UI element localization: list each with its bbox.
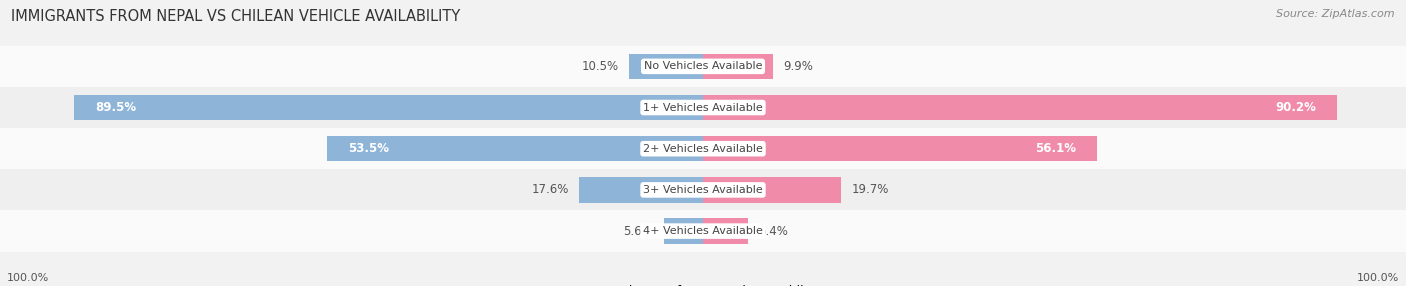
- Bar: [630, 53, 703, 79]
- Bar: [0, 128, 1406, 169]
- Text: 3+ Vehicles Available: 3+ Vehicles Available: [643, 185, 763, 195]
- Bar: [579, 177, 703, 203]
- Text: IMMIGRANTS FROM NEPAL VS CHILEAN VEHICLE AVAILABILITY: IMMIGRANTS FROM NEPAL VS CHILEAN VEHICLE…: [11, 9, 461, 23]
- Text: 90.2%: 90.2%: [1275, 101, 1316, 114]
- Bar: [703, 53, 773, 79]
- Bar: [0, 210, 1406, 252]
- Text: 6.4%: 6.4%: [759, 225, 789, 238]
- Text: 1+ Vehicles Available: 1+ Vehicles Available: [643, 103, 763, 112]
- Text: 2+ Vehicles Available: 2+ Vehicles Available: [643, 144, 763, 154]
- Bar: [703, 95, 1337, 120]
- Bar: [703, 218, 748, 244]
- Text: 10.5%: 10.5%: [582, 60, 619, 73]
- Text: 17.6%: 17.6%: [531, 183, 568, 196]
- Text: 53.5%: 53.5%: [349, 142, 389, 155]
- Legend: Immigrants from Nepal, Chilean: Immigrants from Nepal, Chilean: [574, 280, 832, 286]
- Text: 56.1%: 56.1%: [1035, 142, 1077, 155]
- Bar: [326, 136, 703, 162]
- Bar: [703, 136, 1098, 162]
- Bar: [703, 177, 841, 203]
- Bar: [664, 218, 703, 244]
- Text: 5.6%: 5.6%: [623, 225, 652, 238]
- Text: 100.0%: 100.0%: [7, 273, 49, 283]
- Bar: [0, 169, 1406, 210]
- Text: 9.9%: 9.9%: [783, 60, 813, 73]
- Bar: [0, 87, 1406, 128]
- Text: 100.0%: 100.0%: [1357, 273, 1399, 283]
- Bar: [73, 95, 703, 120]
- Text: 4+ Vehicles Available: 4+ Vehicles Available: [643, 226, 763, 236]
- Text: Source: ZipAtlas.com: Source: ZipAtlas.com: [1277, 9, 1395, 19]
- Text: 19.7%: 19.7%: [852, 183, 890, 196]
- Bar: [0, 46, 1406, 87]
- Text: 89.5%: 89.5%: [94, 101, 136, 114]
- Text: No Vehicles Available: No Vehicles Available: [644, 61, 762, 71]
